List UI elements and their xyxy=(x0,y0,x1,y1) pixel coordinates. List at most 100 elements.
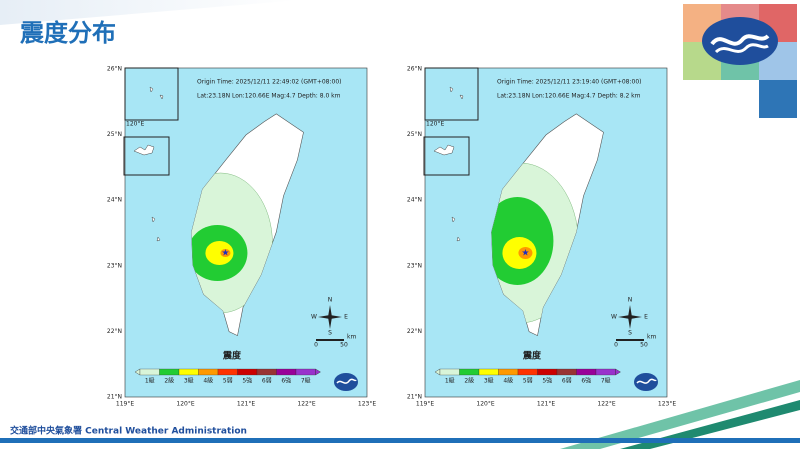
legend-label: 2級 xyxy=(164,377,174,385)
legend-swatch xyxy=(576,368,597,376)
lat-label: 25°N xyxy=(407,131,422,138)
footer-text: 交通部中央氣象署 Central Weather Administration xyxy=(10,425,247,437)
legend-label: 2級 xyxy=(464,377,474,385)
lat-label: 24°N xyxy=(107,197,122,204)
lon-label: 123°E xyxy=(658,401,676,408)
cwa-badge-wave xyxy=(336,378,357,384)
legend-label: 6強 xyxy=(281,377,291,385)
legend-label: 5弱 xyxy=(523,378,533,385)
legend-label: 3級 xyxy=(484,377,494,385)
legend-swatch xyxy=(139,368,160,376)
intensity-map: ★ 120°E Origin Time: 2025/12/11 23:19:40 (… xyxy=(407,66,676,408)
lat-label: 21°N xyxy=(107,394,122,401)
cwa-badge xyxy=(634,373,658,391)
lat-label: 25°N xyxy=(107,131,122,138)
legend-swatch xyxy=(595,368,616,376)
scale-start: 0 xyxy=(614,342,618,349)
lon-label: 120°E xyxy=(176,401,194,408)
lat-label: 24°N xyxy=(407,197,422,204)
scale-end: 50 xyxy=(340,342,348,349)
lon-label: 119°E xyxy=(416,401,434,408)
legend-swatch xyxy=(159,368,180,376)
lat-label: 26°N xyxy=(107,66,122,73)
legend-label: 6強 xyxy=(581,377,591,385)
lat-label: 23°N xyxy=(407,262,422,269)
legend-label: 6弱 xyxy=(562,378,572,385)
lon-label: 122°E xyxy=(297,401,315,408)
scale-start: 0 xyxy=(314,342,318,349)
legend-label: 5強 xyxy=(542,377,552,385)
legend-label: 1級 xyxy=(445,377,455,385)
legend-swatch xyxy=(556,368,577,376)
legend-label: 1級 xyxy=(145,377,155,385)
legend-label: 5強 xyxy=(242,377,252,385)
lon-label: 123°E xyxy=(358,401,376,408)
scale-bar xyxy=(616,339,644,341)
scale-end: 50 xyxy=(640,342,648,349)
legend-label: 4級 xyxy=(503,377,513,385)
legend-swatch xyxy=(498,368,519,376)
inset-box xyxy=(423,136,470,176)
compass-label: S xyxy=(328,330,332,337)
inset-box xyxy=(123,136,170,176)
logo-block xyxy=(683,4,797,118)
slide-title: 震度分布 xyxy=(20,19,116,47)
legend-swatch xyxy=(478,368,499,376)
location: Lat:23.18N Lon:120.66E Mag:4.7 Depth: 8.… xyxy=(497,93,641,100)
legend-swatch xyxy=(459,368,480,376)
compass-label: N xyxy=(328,297,333,304)
compass-label: W xyxy=(311,314,317,321)
compass-label: S xyxy=(628,330,632,337)
legend-end-cap xyxy=(615,368,621,376)
legend-label: 4級 xyxy=(203,377,213,385)
origin-time: Origin Time: 2025/12/11 23:19:40 (GMT+08… xyxy=(497,79,642,86)
compass-rose xyxy=(318,305,342,329)
legend-swatch xyxy=(439,368,460,376)
lat-label: 23°N xyxy=(107,262,122,269)
compass-label: N xyxy=(628,297,633,304)
legend-label: 5弱 xyxy=(223,378,233,385)
legend-swatch xyxy=(517,368,538,376)
islands xyxy=(133,86,164,242)
compass-rose xyxy=(618,305,642,329)
header-decoration xyxy=(0,0,300,25)
compass-label: E xyxy=(644,314,648,321)
inset-box xyxy=(124,67,179,121)
scale-unit: km xyxy=(347,334,356,341)
legend-label: 7級 xyxy=(601,377,611,385)
islands xyxy=(433,86,464,242)
epicenter: ★ xyxy=(521,248,529,258)
legend-label: 7級 xyxy=(301,377,311,385)
legend-swatch xyxy=(237,368,258,376)
location: Lat:23.18N Lon:120.66E Mag:4.7 Depth: 8.… xyxy=(197,93,341,100)
inset-box xyxy=(424,67,479,121)
level-4-area xyxy=(518,246,533,259)
legend-swatch xyxy=(256,368,277,376)
legend-end-cap xyxy=(315,368,321,376)
intensity-contours xyxy=(491,162,579,324)
lat-label: 22°N xyxy=(407,328,422,335)
intensity-map: ★ 120°E Origin Time: 2025/12/11 22:49:02 (… xyxy=(107,66,376,408)
footer-decoration xyxy=(0,380,800,449)
legend-label: 3級 xyxy=(184,377,194,385)
compass-label: W xyxy=(611,314,617,321)
legend-swatch xyxy=(537,368,558,376)
lon-label: 121°E xyxy=(237,401,255,408)
legend-swatch xyxy=(178,368,199,376)
legend-swatch xyxy=(276,368,297,376)
inset-label: 120°E xyxy=(126,121,144,128)
compass-label: E xyxy=(344,314,348,321)
lon-label: 120°E xyxy=(476,401,494,408)
lat-label: 22°N xyxy=(107,328,122,335)
legend-title: 震度 xyxy=(222,350,242,362)
legend-swatch xyxy=(198,368,219,376)
cwa-badge-wave xyxy=(636,378,657,384)
scale-bar xyxy=(316,339,344,341)
lat-label: 26°N xyxy=(407,66,422,73)
legend-swatch xyxy=(295,368,316,376)
lat-label: 21°N xyxy=(407,394,422,401)
scale-unit: km xyxy=(647,334,656,341)
lon-label: 121°E xyxy=(537,401,555,408)
